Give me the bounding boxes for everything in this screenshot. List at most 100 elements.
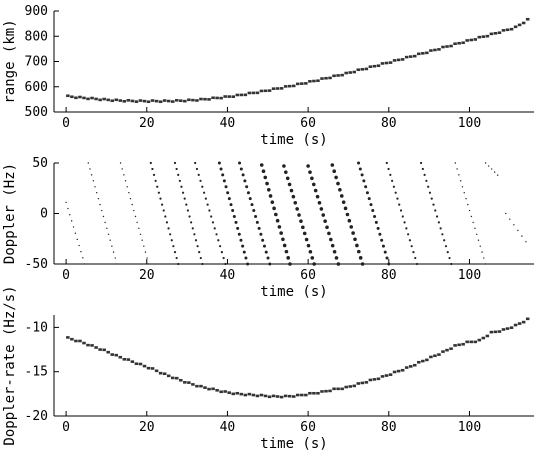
doppler-data-point	[405, 227, 408, 230]
doppler-data-point	[106, 227, 108, 230]
doppler-data-point	[479, 245, 481, 247]
doppler-data-point	[323, 219, 327, 223]
doppler-data-point	[134, 215, 137, 218]
doppler-data-point	[219, 167, 223, 171]
doppler-data-point	[101, 209, 103, 212]
doppler-data-point	[83, 263, 86, 265]
doppler-data-point	[332, 249, 337, 254]
doppler-data-point	[484, 162, 487, 164]
doppler-data-point	[505, 212, 507, 215]
doppler-data-point	[152, 173, 156, 176]
doppler-data-point	[362, 179, 366, 183]
doppler-data-point	[463, 192, 465, 194]
range-y-tick-label: 800	[25, 29, 48, 44]
doppler-data-point	[222, 179, 226, 183]
doppler-data-point	[211, 221, 215, 224]
doppler-data-point	[274, 212, 278, 217]
doppler-data-point	[196, 245, 199, 248]
range-y-tick-label: 500	[25, 105, 48, 120]
doppler-data-point	[487, 165, 490, 167]
doppler-data-point	[97, 197, 100, 200]
doppler-data-point	[385, 256, 389, 260]
doppler-data-point	[299, 219, 303, 223]
doppler-data-point	[268, 262, 272, 266]
doppler-data-point	[252, 209, 256, 213]
doppler-data-point	[301, 225, 305, 230]
doppler-x-tick-label: 40	[220, 268, 236, 283]
doppler-data-point	[250, 203, 254, 207]
doppler-data-point	[272, 206, 276, 211]
doppler-data-point	[193, 233, 196, 236]
doppler-data-point	[164, 215, 167, 218]
doppler-data-point	[67, 207, 69, 210]
doppler-rate-y-tick-label: -15	[25, 365, 48, 380]
doppler-data-point	[387, 262, 391, 266]
doppler-data-point	[312, 262, 316, 266]
doppler-data-point	[414, 256, 417, 260]
doppler-data-point	[116, 263, 118, 265]
doppler-x-tick-label: 60	[300, 268, 316, 283]
doppler-data-point	[191, 227, 194, 230]
doppler-data-point	[245, 185, 249, 189]
doppler-data-point	[173, 251, 177, 254]
doppler-data-point	[306, 243, 311, 248]
doppler-data-point	[483, 257, 485, 259]
doppler-data-point	[124, 180, 127, 182]
doppler-data-point	[178, 179, 181, 182]
doppler-data-point	[198, 251, 201, 254]
doppler-data-point	[513, 224, 515, 226]
doppler-data-point	[229, 203, 233, 207]
doppler-data-point	[399, 209, 403, 212]
doppler-data-point	[308, 170, 312, 174]
doppler-data-point	[231, 209, 235, 213]
doppler-data-point	[490, 168, 493, 170]
doppler-data-point	[389, 173, 392, 176]
doppler-data-point	[224, 185, 228, 189]
doppler-data-point	[141, 239, 143, 241]
range-x-tick-label: 0	[62, 116, 70, 131]
doppler-data-point	[412, 251, 415, 254]
doppler-rate-y-axis-label: Doppler-rate (Hz/s)	[2, 285, 18, 445]
doppler-data-point	[224, 262, 227, 266]
doppler-data-point	[78, 244, 80, 247]
doppler-data-point	[266, 187, 271, 192]
doppler-data-point	[334, 256, 339, 260]
doppler-data-point	[374, 220, 378, 224]
doppler-data-point	[284, 249, 289, 254]
doppler-data-point	[338, 187, 342, 192]
doppler-data-point	[112, 251, 115, 253]
doppler-data-point	[443, 239, 446, 242]
doppler-data-point	[373, 214, 377, 218]
doppler-data-point	[206, 203, 209, 206]
doppler-data-point	[72, 226, 75, 228]
doppler-data-point	[454, 162, 457, 164]
doppler-data-point	[151, 167, 154, 171]
doppler-data-point	[407, 233, 410, 236]
doppler-data-point	[236, 226, 240, 230]
doppler-rate-y-tick-label: -10	[25, 320, 48, 335]
range-y-axis-label: range (km)	[2, 19, 18, 103]
doppler-data-point	[450, 262, 453, 266]
doppler-data-point	[190, 221, 193, 224]
doppler-data-point	[259, 163, 264, 167]
doppler-data-point	[341, 200, 346, 204]
doppler-data-point	[391, 179, 394, 182]
doppler-data-point	[111, 245, 113, 247]
doppler-data-point	[265, 181, 269, 186]
doppler-rate-x-tick-label: 40	[220, 420, 236, 435]
doppler-data-point	[308, 249, 313, 254]
doppler-data-point	[262, 244, 266, 248]
doppler-data-point	[311, 182, 316, 187]
doppler-data-point	[65, 201, 67, 204]
doppler-x-tick-label: 20	[139, 268, 155, 283]
doppler-data-point	[313, 188, 318, 193]
doppler-data-point	[74, 232, 77, 234]
doppler-data-point	[284, 170, 288, 174]
doppler-data-point	[183, 197, 186, 200]
doppler-data-point	[161, 203, 164, 206]
doppler-data-point	[227, 197, 231, 201]
doppler-data-point	[325, 225, 329, 230]
doppler-data-point	[204, 197, 207, 200]
doppler-data-point	[159, 197, 162, 200]
doppler-data-point	[238, 161, 242, 165]
